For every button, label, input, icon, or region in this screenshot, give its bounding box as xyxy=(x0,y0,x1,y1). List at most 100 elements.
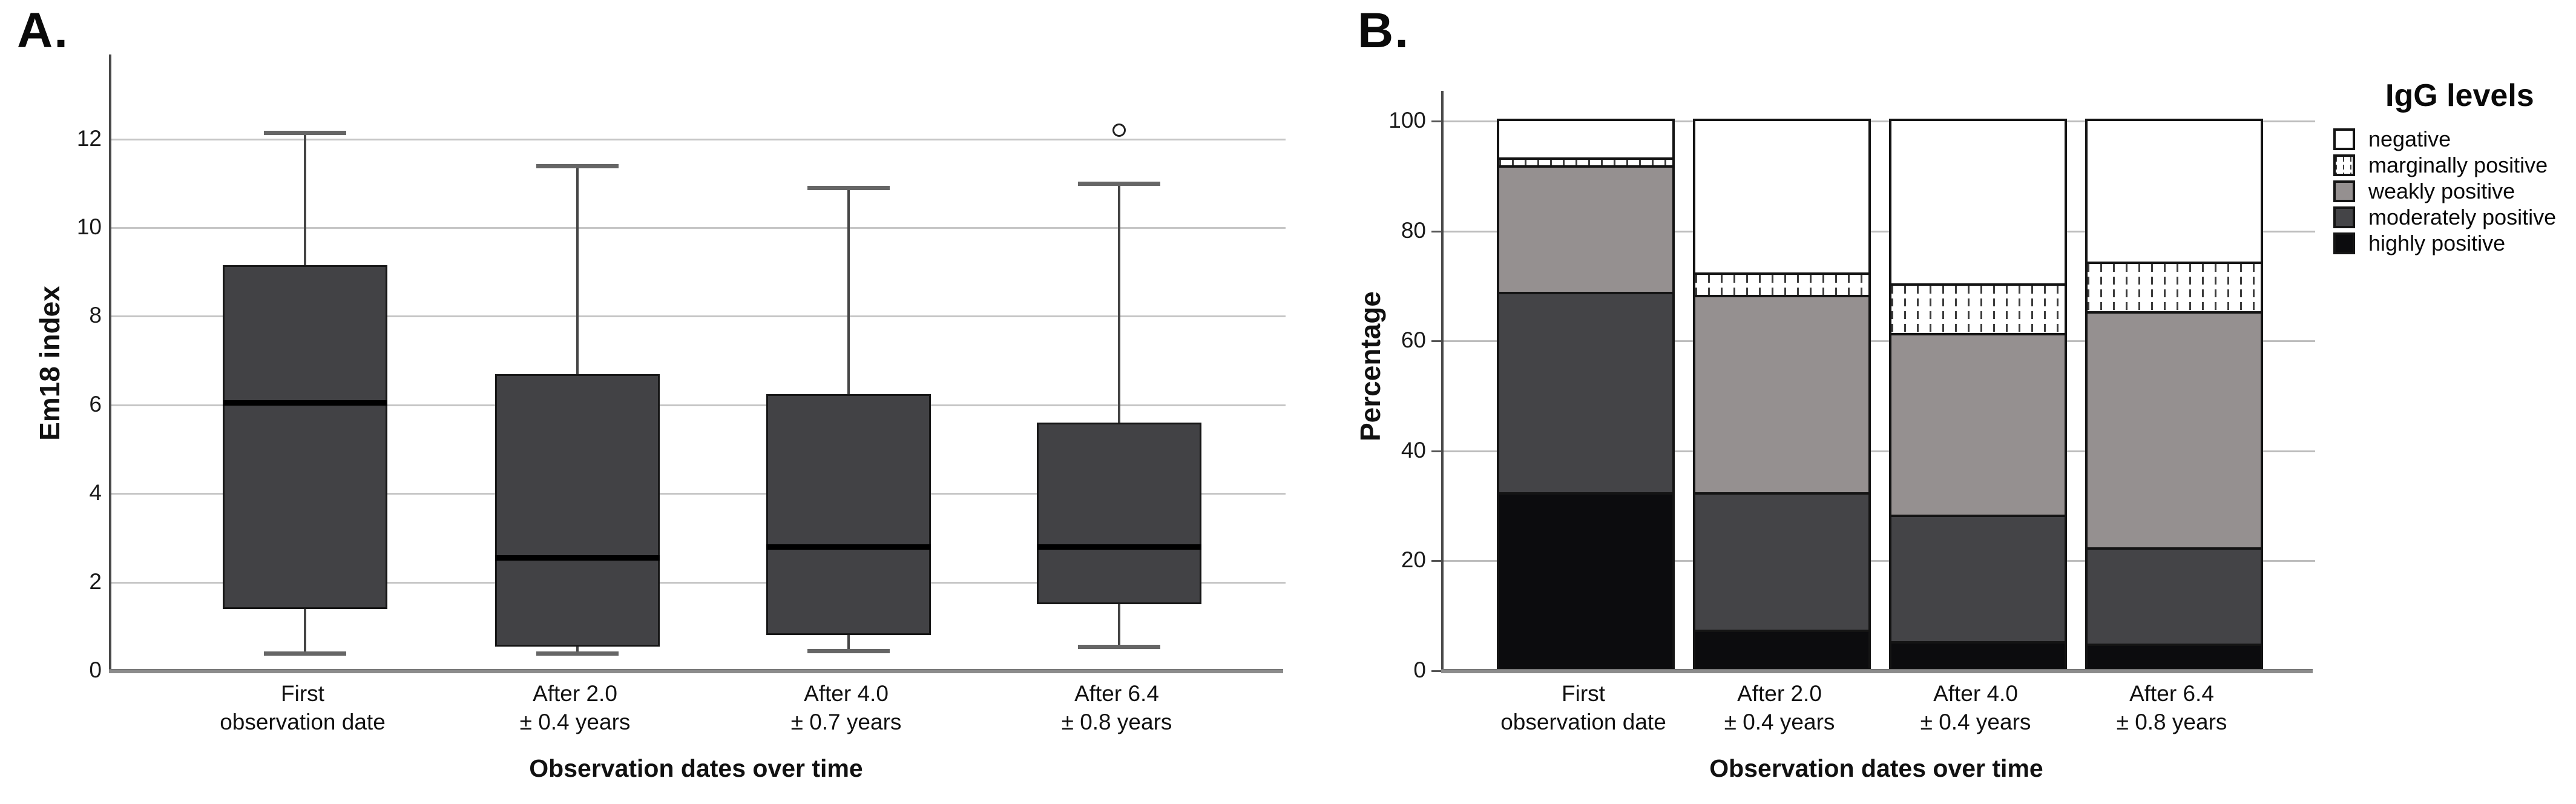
y-tick-label: 6 xyxy=(89,391,102,417)
legend-swatch-moderately_positive xyxy=(2333,206,2355,228)
y-tick-mark xyxy=(1431,120,1441,122)
x-axis-line-panel-b xyxy=(1441,669,2313,673)
whisker-cap-top xyxy=(1078,181,1160,186)
outlier-circle xyxy=(1112,123,1126,137)
legend-item-negative: negative xyxy=(2333,126,2575,152)
whisker-cap-bottom xyxy=(807,649,890,654)
category-label-line: After 4.0 xyxy=(804,681,889,706)
bar-segment-highly_positive xyxy=(1891,643,2065,671)
y-tick-mark xyxy=(1431,230,1441,232)
box-iqr xyxy=(223,265,387,609)
whisker-cap-bottom xyxy=(264,651,346,656)
x-category-label: After 6.4 ± 0.8 years xyxy=(2032,679,2311,736)
legend-item-marginally_positive: marginally positive xyxy=(2333,152,2575,178)
legend-item-label: highly positive xyxy=(2368,230,2506,255)
gridline xyxy=(111,227,1286,229)
whisker-cap-top xyxy=(536,163,619,168)
box-iqr xyxy=(1037,423,1201,605)
bar-segment-moderately_positive xyxy=(2088,550,2261,647)
legend-swatch-highly_positive xyxy=(2333,232,2355,254)
y-tick-mark xyxy=(1431,670,1441,672)
bar-segment-weakly_positive xyxy=(1891,335,2065,517)
legend-swatch-negative xyxy=(2333,128,2355,150)
legend-swatch-weakly_positive xyxy=(2333,180,2355,202)
x-category-label: After 2.0 ± 0.4 years xyxy=(1640,679,1919,736)
x-axis-title-panel-a: Observation dates over time xyxy=(529,754,863,782)
y-axis-title-percentage: Percentage xyxy=(1355,291,1386,442)
stacked-bar xyxy=(1693,119,1871,671)
median-line xyxy=(766,544,931,550)
bar-segment-moderately_positive xyxy=(1695,495,1868,633)
gridline xyxy=(1444,560,2315,562)
gridline xyxy=(1444,340,2315,343)
legend-items: negative marginally positive weakly positi… xyxy=(2333,126,2575,256)
legend-item-weakly_positive: weakly positive xyxy=(2333,178,2575,204)
category-label-line: observation date xyxy=(220,710,386,734)
legend-item-label: marginally positive xyxy=(2368,152,2548,177)
stacked-bar xyxy=(1889,119,2067,671)
category-label-line: First xyxy=(1562,681,1605,706)
whisker-cap-top xyxy=(264,130,346,135)
y-tick-mark xyxy=(1431,450,1441,452)
gridline xyxy=(1444,120,2315,122)
category-label-line: After 2.0 xyxy=(1737,681,1822,706)
category-label-line: After 2.0 xyxy=(533,681,617,706)
y-tick-label: 0 xyxy=(1413,657,1426,682)
category-label-line: After 6.4 xyxy=(2129,681,2214,706)
median-line xyxy=(495,555,660,561)
gridline xyxy=(111,315,1286,318)
bar-segment-weakly_positive xyxy=(1499,168,1672,295)
category-label-line: First xyxy=(281,681,324,706)
stacked-bar-plot-area xyxy=(1441,91,2315,671)
gridline xyxy=(111,404,1286,406)
legend-item-label: negative xyxy=(2368,126,2451,151)
bar-segment-negative xyxy=(1499,121,1672,160)
legend-item-label: moderately positive xyxy=(2368,204,2557,229)
y-tick-label: 0 xyxy=(89,657,102,682)
x-category-label: After 4.0 ± 0.4 years xyxy=(1836,679,2115,736)
panel-b-label: B. xyxy=(1358,3,1410,58)
gridline xyxy=(111,493,1286,495)
y-tick-mark xyxy=(1431,560,1441,562)
stacked-bar xyxy=(1497,119,1675,671)
legend-item-moderately_positive: moderately positive xyxy=(2333,204,2575,230)
whisker-cap-bottom xyxy=(536,651,619,656)
legend-title: IgG levels xyxy=(2385,78,2534,113)
category-label-line: ± 0.8 years xyxy=(2116,710,2227,734)
bar-segment-negative xyxy=(1695,121,1868,275)
bar-segment-weakly_positive xyxy=(1695,297,1868,495)
whisker-line xyxy=(1118,183,1120,647)
category-label-line: ± 0.8 years xyxy=(1061,710,1172,734)
bar-segment-marginally_positive xyxy=(1499,159,1672,168)
bar-segment-highly_positive xyxy=(1695,632,1868,671)
category-label-line: After 4.0 xyxy=(1933,681,2018,706)
bar-segment-marginally_positive xyxy=(1891,286,2065,336)
bar-segment-marginally_positive xyxy=(2088,264,2261,314)
gridline xyxy=(111,138,1286,140)
y-tick-label: 40 xyxy=(1401,437,1426,463)
stacked-bar xyxy=(2085,119,2263,671)
y-tick-label: 100 xyxy=(1388,108,1426,133)
bar-segment-highly_positive xyxy=(2088,646,2261,671)
bar-segment-weakly_positive xyxy=(2088,313,2261,550)
y-tick-label: 4 xyxy=(89,480,102,506)
y-tick-label: 80 xyxy=(1401,217,1426,243)
median-line xyxy=(223,400,387,406)
box-iqr xyxy=(766,394,931,636)
bar-segment-negative xyxy=(2088,121,2261,265)
y-tick-label: 20 xyxy=(1401,547,1426,573)
x-category-label: First observation date xyxy=(163,679,442,736)
category-label-line: observation date xyxy=(1500,710,1666,734)
median-line xyxy=(1037,544,1201,550)
legend-igg-levels: IgG levels negative marginally positive we… xyxy=(2333,77,2575,256)
legend-item-label: weakly positive xyxy=(2368,178,2515,203)
whisker-cap-bottom xyxy=(1078,644,1160,649)
y-tick-label: 8 xyxy=(89,303,102,328)
box-iqr xyxy=(495,374,660,647)
bar-segment-marginally_positive xyxy=(1695,275,1868,297)
x-category-label: After 2.0 ± 0.4 years xyxy=(436,679,714,736)
x-axis-line-panel-a xyxy=(109,669,1283,673)
x-category-label: First observation date xyxy=(1444,679,1723,736)
gridline xyxy=(1444,450,2315,452)
